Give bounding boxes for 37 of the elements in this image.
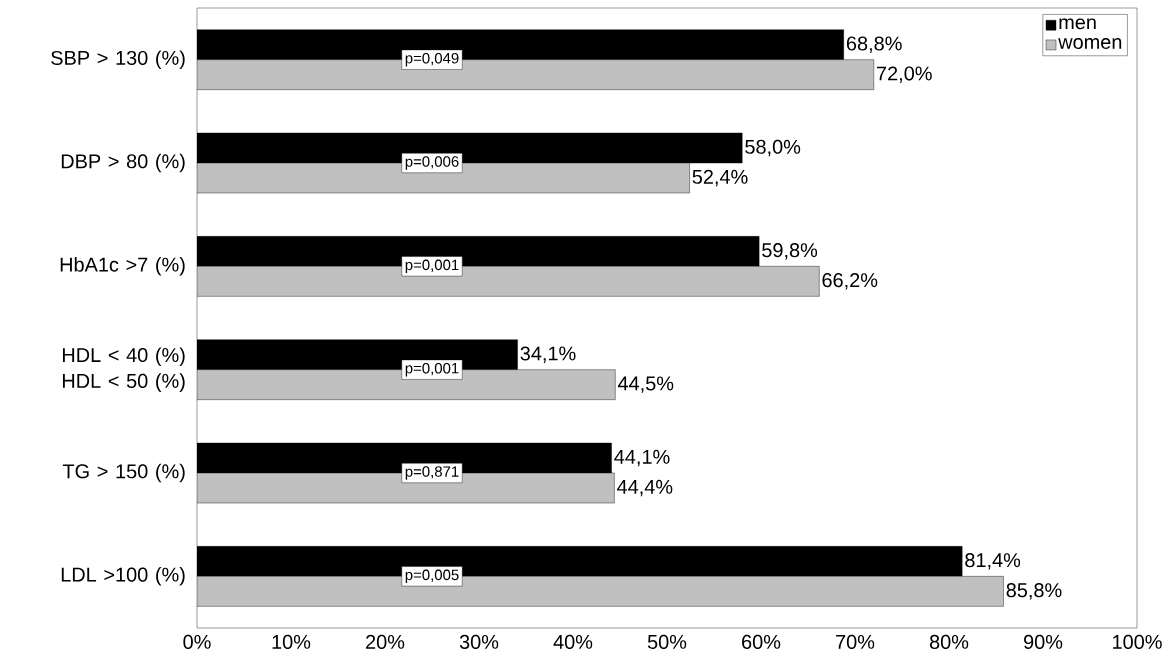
annotation: p=0,871 [405, 466, 459, 480]
x-tick-label: 20% [366, 634, 405, 649]
data-label: 34,1% [520, 346, 576, 363]
data-label: 44,1% [614, 449, 670, 467]
y-tick-label: HDL < 40 (%) HDL < 50 (%) [62, 347, 185, 392]
x-tick-label: 100% [1113, 634, 1162, 649]
legend-label: men [1059, 18, 1096, 30]
x-tick-label: 30% [459, 634, 499, 649]
y-tick-label: SBP > 130 (%) [51, 50, 185, 69]
data-label: 58,0% [745, 139, 801, 157]
x-tick-label: 70% [836, 634, 875, 649]
x-tick-label: 80% [929, 634, 969, 649]
annotation: p=0,049 [405, 52, 459, 67]
annotation: p=0,006 [405, 156, 459, 170]
data-label: 68,8% [846, 36, 902, 53]
data-label: 44,4% [617, 479, 673, 497]
x-tick-label: 50% [647, 634, 687, 649]
x-tick-label: 10% [272, 634, 311, 649]
data-label: 81,4% [965, 553, 1021, 570]
x-tick-label: 0% [183, 634, 211, 649]
data-label: 52,4% [692, 169, 748, 187]
data-label: 44,5% [617, 376, 674, 393]
x-tick-label: 40% [553, 634, 593, 649]
legend-label: women [1058, 38, 1122, 49]
x-tick-label: 90% [1024, 634, 1063, 649]
annotation: p=0,005 [405, 569, 459, 584]
x-tick-label: 60% [742, 634, 781, 649]
y-tick-label: TG > 150 (%) [62, 463, 185, 483]
data-label: 85,8% [1006, 583, 1062, 600]
data-label: 72,0% [877, 66, 932, 83]
data-label: 66,2% [822, 273, 878, 290]
annotation: p=0,001 [405, 362, 459, 377]
y-tick-label: DBP > 80 (%) [61, 153, 185, 173]
data-label: 59,8% [762, 243, 818, 260]
y-tick-label: HbA1c >7 (%) [60, 257, 185, 276]
y-tick-label: LDL >100 (%) [61, 567, 185, 586]
annotation: p=0,001 [405, 259, 459, 274]
